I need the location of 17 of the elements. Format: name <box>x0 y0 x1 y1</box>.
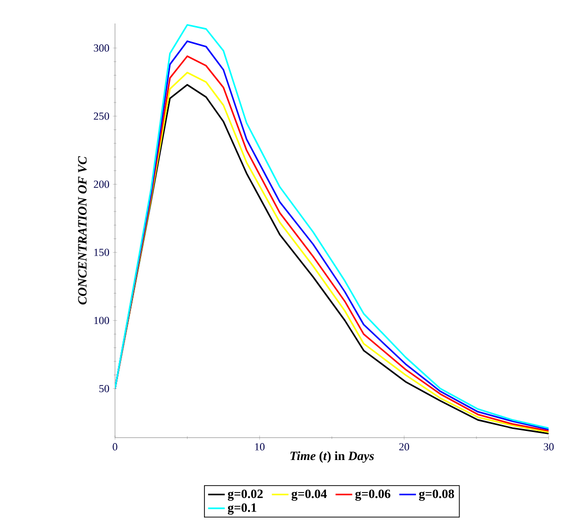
y-tick-label: 200 <box>94 180 110 188</box>
legend-label: g=0.08 <box>419 490 454 501</box>
y-tick-label: 50 <box>99 385 110 392</box>
x-tick-label: 20 <box>399 443 410 450</box>
y-tick-label: 150 <box>94 248 110 256</box>
legend-label: g=0.04 <box>292 490 327 501</box>
y-tick-label: 300 <box>94 44 110 52</box>
legend-label: g=0.06 <box>355 490 390 501</box>
x-tick-label: 0 <box>112 443 118 450</box>
legend-label: g=0.02 <box>228 490 263 501</box>
x-tick-label: 30 <box>544 443 554 450</box>
x-tick-label: 10 <box>255 443 265 450</box>
y-tick-label: 100 <box>94 316 110 324</box>
y-axis-title: CONCENTRATION OF VC <box>78 156 87 305</box>
y-tick-label: 250 <box>94 112 110 120</box>
legend-label: g=0.1 <box>228 503 256 515</box>
x-axis-title: Time (t) in Days <box>290 451 374 463</box>
